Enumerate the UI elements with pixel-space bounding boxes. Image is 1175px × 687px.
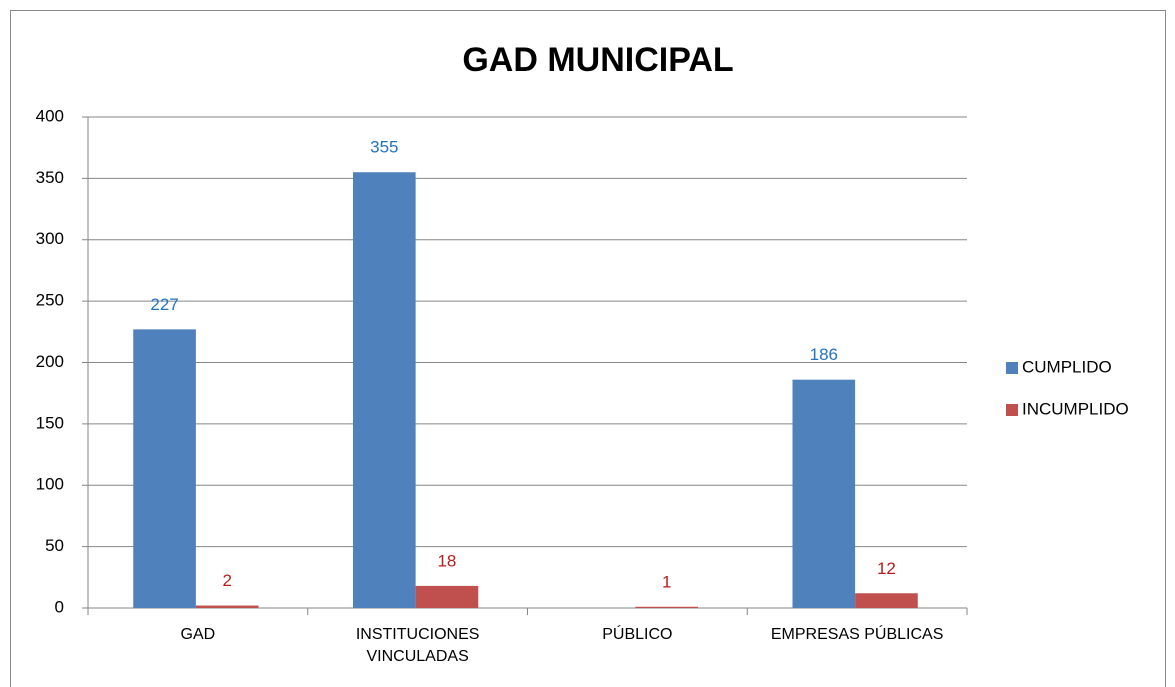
bar <box>635 606 699 608</box>
legend-label: CUMPLIDO <box>1022 357 1112 376</box>
data-label: 18 <box>437 551 456 570</box>
chart-title: GAD MUNICIPAL <box>462 41 733 79</box>
y-tick-label: 50 <box>45 536 64 555</box>
y-tick-label: 250 <box>36 291 64 310</box>
bar <box>352 172 416 609</box>
y-tick-label: 400 <box>36 106 64 125</box>
data-label: 1 <box>662 572 671 591</box>
legend-swatch <box>1006 362 1018 374</box>
y-tick-label: 100 <box>36 475 64 494</box>
legend-label: INCUMPLIDO <box>1022 399 1129 418</box>
y-tick-label: 300 <box>36 229 64 248</box>
x-tick-label: EMPRESAS PÚBLICAS <box>770 626 944 643</box>
bar <box>855 593 918 608</box>
data-label: 12 <box>877 559 896 578</box>
bar <box>195 605 259 608</box>
chart-border <box>10 10 1166 687</box>
bar <box>415 585 479 608</box>
y-tick-label: 350 <box>36 168 64 187</box>
legend-swatch <box>1006 404 1018 416</box>
x-tick-label: INSTITUCIONES VINCULADAS <box>355 626 480 665</box>
y-tick-label: 0 <box>55 597 64 616</box>
bar <box>792 379 856 608</box>
x-tick-label: PÚBLICO <box>602 626 673 643</box>
data-label: 355 <box>370 138 398 157</box>
y-tick-label: 200 <box>36 352 64 371</box>
data-label: 186 <box>810 345 838 364</box>
y-tick-label: 150 <box>36 413 64 432</box>
bar <box>133 329 196 608</box>
data-label: 227 <box>150 295 178 314</box>
data-label: 2 <box>222 571 231 590</box>
x-tick-label: GAD <box>180 626 216 643</box>
